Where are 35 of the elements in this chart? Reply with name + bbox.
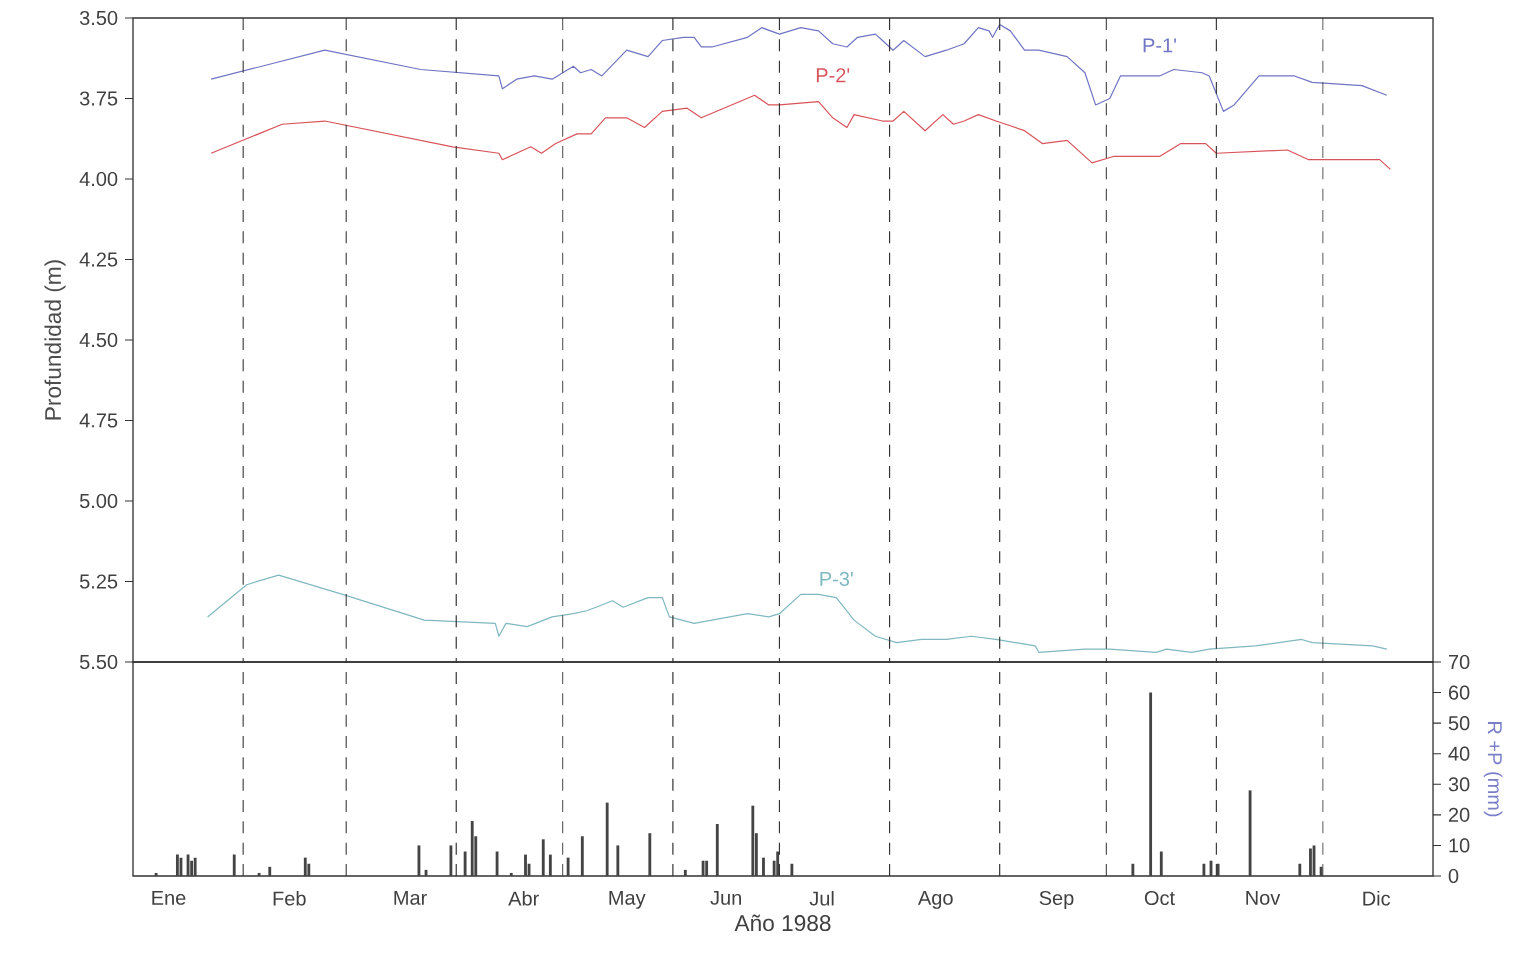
y-tick-label: 5.50	[79, 654, 118, 670]
y2-axis-title: R +P (mm)	[1483, 722, 1503, 817]
series-label: P-1'	[1143, 38, 1176, 53]
x-tick-label: Oct	[1144, 890, 1175, 906]
y-tick-label: 3.75	[79, 91, 118, 106]
y2-tick-label: 10	[1449, 838, 1470, 853]
x-tick-label: Jun	[710, 890, 741, 905]
x-tick-label: May	[609, 890, 646, 909]
x-tick-label: Feb	[273, 890, 306, 906]
y2-tick-label: 40	[1448, 746, 1470, 761]
series-label: P-3'	[820, 571, 853, 586]
y-tick-label: 5.00	[79, 493, 118, 509]
x-tick-label: Sep	[1039, 890, 1074, 910]
y-tick-label: 4.75	[79, 413, 118, 428]
y2-tick-label: 70	[1448, 654, 1470, 670]
x-tick-label: Mar	[394, 890, 427, 905]
series-label: P-2'	[816, 68, 850, 83]
y-tick-label: 4.50	[79, 332, 118, 348]
x-tick-label: Abr	[508, 890, 539, 906]
y-tick-label: 4.25	[79, 252, 118, 267]
y-tick-label: 3.50	[79, 10, 118, 26]
x-axis-title: Año 1988	[734, 914, 831, 932]
y2-tick-label: 30	[1448, 777, 1470, 792]
y-axis-title: Profundidad (m)	[44, 260, 66, 420]
y2-tick-label: 60	[1448, 685, 1470, 700]
y2-tick-label: 0	[1448, 868, 1459, 884]
y2-tick-label: 50	[1448, 716, 1470, 731]
x-tick-label: Ene	[152, 890, 186, 905]
y-tick-label: 5.25	[79, 574, 118, 589]
y2-tick-label: 20	[1448, 807, 1470, 822]
x-tick-label: Ago	[917, 890, 953, 909]
x-tick-label: Nov	[1246, 890, 1281, 905]
x-tick-label: Jul	[809, 890, 834, 906]
x-tick-label: Dic	[1363, 890, 1391, 906]
y-tick-label: 4.00	[79, 171, 118, 187]
